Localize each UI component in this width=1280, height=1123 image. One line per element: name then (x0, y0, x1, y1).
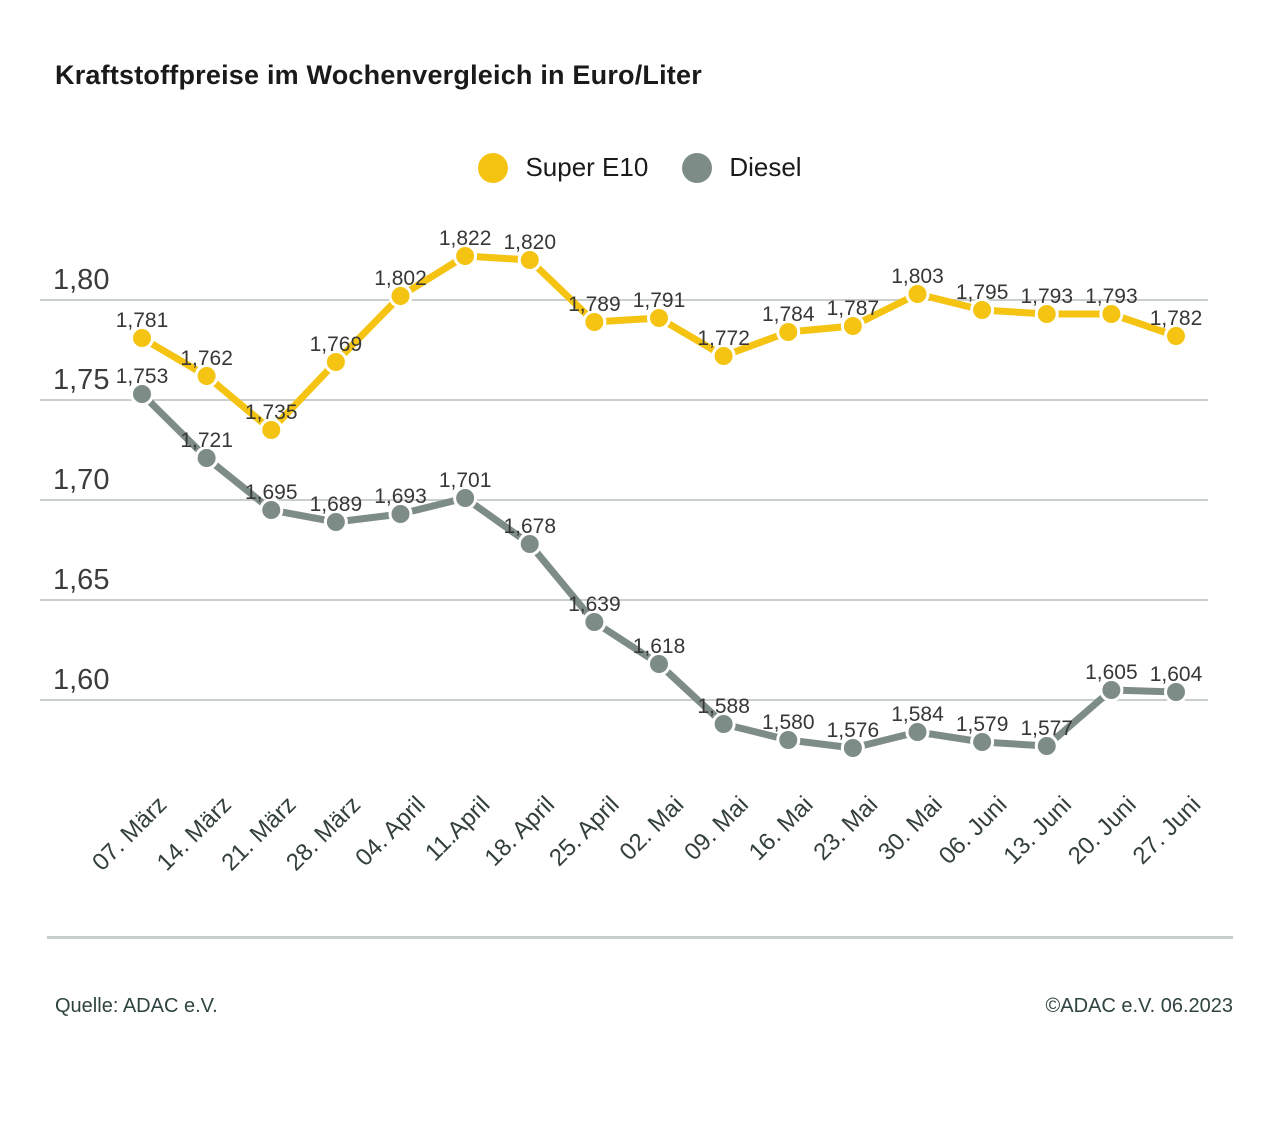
series-line-diesel (138, 390, 1180, 752)
data-point-label: 1,793 (1020, 285, 1073, 308)
x-axis-tick-label: 13. Juni (998, 791, 1077, 870)
data-point-label: 1,772 (697, 327, 750, 350)
x-axis-tick-label: 20. Juni (1063, 791, 1142, 870)
data-point-label: 1,701 (439, 469, 492, 492)
data-point-label: 1,693 (374, 485, 427, 508)
data-point-label: 1,753 (116, 365, 169, 388)
data-point-label: 1,695 (245, 481, 298, 504)
y-axis-tick-label: 1,75 (53, 364, 109, 396)
data-point-marker (1099, 678, 1124, 702)
data-point-marker (1164, 680, 1188, 704)
x-axis-tick-label: 27. Juni (1128, 791, 1207, 870)
data-point-marker (517, 248, 542, 272)
data-point-label: 1,803 (891, 265, 944, 288)
data-point-label: 1,781 (116, 309, 169, 332)
data-point-label: 1,588 (697, 695, 750, 718)
data-point-label: 1,791 (633, 289, 686, 312)
x-axis-tick-label: 06. Juni (934, 791, 1013, 870)
data-point-marker (194, 364, 219, 388)
legend-label-diesel: Diesel (729, 152, 802, 182)
data-point-marker (453, 244, 478, 268)
y-axis-tick-label: 1,70 (53, 464, 109, 496)
x-axis-tick-label: 18. April (480, 791, 560, 871)
data-point-marker (323, 350, 348, 374)
data-point-label: 1,769 (310, 333, 363, 356)
data-point-label: 1,579 (956, 713, 1009, 736)
data-point-marker (776, 728, 801, 752)
x-axis-tick-label: 02. Mai (614, 791, 689, 866)
data-point-marker (840, 736, 865, 760)
x-axis-tick-label: 25. April (544, 791, 624, 871)
data-point-marker (259, 498, 284, 522)
data-point-label: 1,802 (374, 267, 427, 290)
data-point-marker (388, 502, 413, 526)
data-point-label: 1,721 (180, 429, 233, 452)
chart-legend: Super E10 Diesel (0, 152, 1280, 183)
data-point-label: 1,787 (827, 297, 880, 320)
data-point-marker (388, 284, 413, 308)
x-axis-tick-label: 16. Mai (744, 791, 819, 866)
legend-item-diesel: Diesel (682, 152, 802, 183)
data-point-marker (905, 282, 930, 306)
data-point-label: 1,604 (1150, 663, 1203, 686)
data-point-marker (647, 306, 671, 330)
data-point-marker (453, 486, 478, 510)
data-point-marker (259, 418, 284, 442)
data-point-marker (582, 310, 607, 334)
super-e10-swatch-icon (478, 152, 509, 183)
data-point-marker (323, 510, 348, 534)
data-point-label: 1,618 (633, 635, 686, 658)
data-point-marker (776, 320, 801, 344)
data-point-marker (1099, 302, 1124, 326)
x-axis-tick-label: 04. April (350, 791, 430, 871)
x-axis-tick-label: 09. Mai (679, 791, 754, 866)
data-point-label: 1,789 (568, 293, 621, 316)
diesel-swatch-icon (682, 152, 713, 183)
y-axis-tick-label: 1,80 (53, 264, 109, 296)
data-point-label: 1,762 (180, 347, 233, 370)
data-point-label: 1,639 (568, 593, 621, 616)
data-point-label: 1,577 (1020, 717, 1073, 740)
data-point-marker (194, 446, 219, 470)
legend-item-super-e10: Super E10 (478, 152, 648, 183)
data-point-marker (517, 532, 542, 556)
data-point-marker (1034, 302, 1059, 326)
data-point-label: 1,584 (891, 703, 944, 726)
data-point-label: 1,576 (827, 719, 880, 742)
y-axis-tick-label: 1,65 (53, 564, 109, 596)
data-point-label: 1,795 (956, 281, 1009, 304)
data-point-marker (970, 298, 995, 322)
footer-divider (47, 936, 1233, 939)
data-point-marker (970, 730, 995, 754)
x-axis-tick-label: 30. Mai (873, 791, 948, 866)
x-axis-tick-label: 23. Mai (808, 791, 883, 866)
data-point-marker (1164, 324, 1188, 348)
data-point-label: 1,820 (503, 231, 556, 254)
data-point-marker (130, 326, 154, 350)
data-point-label: 1,605 (1085, 661, 1138, 684)
data-point-label: 1,784 (762, 303, 815, 326)
data-point-marker (1034, 734, 1059, 758)
data-point-marker (130, 382, 154, 406)
data-point-marker (711, 712, 736, 736)
data-point-label: 1,782 (1150, 307, 1203, 330)
data-point-label: 1,822 (439, 227, 492, 250)
footer-source-text: Quelle: ADAC e.V. (55, 995, 218, 1017)
data-point-label: 1,580 (762, 711, 815, 734)
chart-title: Kraftstoffpreise im Wochenvergleich in E… (55, 60, 702, 90)
data-point-marker (647, 652, 671, 676)
data-point-label: 1,793 (1085, 285, 1138, 308)
data-point-marker (582, 610, 607, 634)
data-point-marker (840, 314, 865, 338)
y-axis-tick-label: 1,60 (53, 664, 109, 696)
data-point-marker (711, 344, 736, 368)
footer-copyright-text: ©ADAC e.V. 06.2023 (1045, 995, 1233, 1017)
data-point-label: 1,735 (245, 401, 298, 424)
data-point-label: 1,689 (310, 493, 363, 516)
data-point-marker (905, 720, 930, 744)
legend-label-super-e10: Super E10 (525, 152, 649, 182)
data-point-label: 1,678 (503, 515, 556, 538)
